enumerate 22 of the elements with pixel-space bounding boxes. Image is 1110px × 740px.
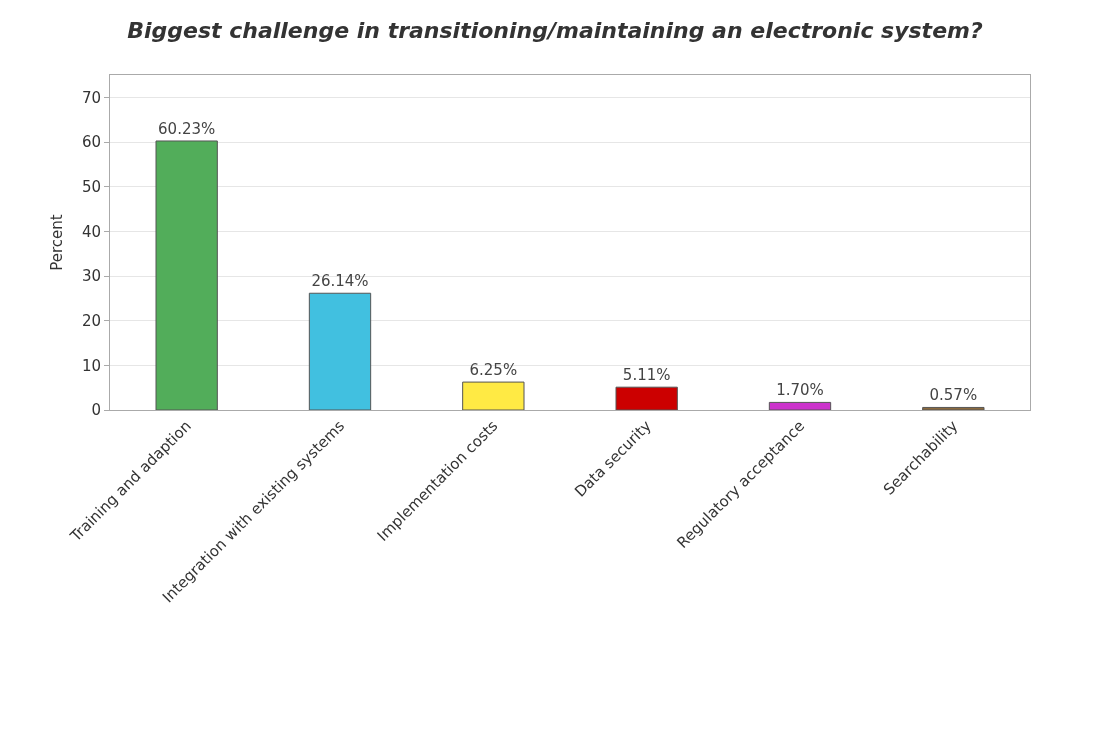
y-tick-label: 20 (81, 311, 101, 330)
y-axis-title: Percent (48, 214, 67, 271)
data-label: 60.23% (158, 119, 216, 138)
y-tick-label: 70 (81, 88, 101, 107)
y-tick-label: 60 (81, 133, 101, 152)
y-tick-label: 30 (81, 267, 101, 286)
bar (922, 406, 985, 410)
data-label: 5.11% (622, 366, 671, 385)
data-label: 1.70% (776, 381, 824, 400)
bar (462, 381, 525, 410)
bar (768, 401, 832, 410)
bar (155, 140, 218, 410)
bar (615, 386, 678, 410)
chart-title: Biggest challenge in transitioning/maintaining an electronic system? (127, 17, 983, 43)
bar (308, 292, 372, 410)
y-tick-label: 10 (81, 356, 101, 375)
data-label: 6.25% (469, 361, 518, 380)
y-tick-label: 40 (81, 222, 101, 241)
y-tick-label: 0 (91, 401, 101, 420)
data-label: 26.14% (311, 272, 369, 291)
data-label: 0.57% (929, 386, 978, 405)
y-tick-label: 50 (81, 177, 101, 196)
